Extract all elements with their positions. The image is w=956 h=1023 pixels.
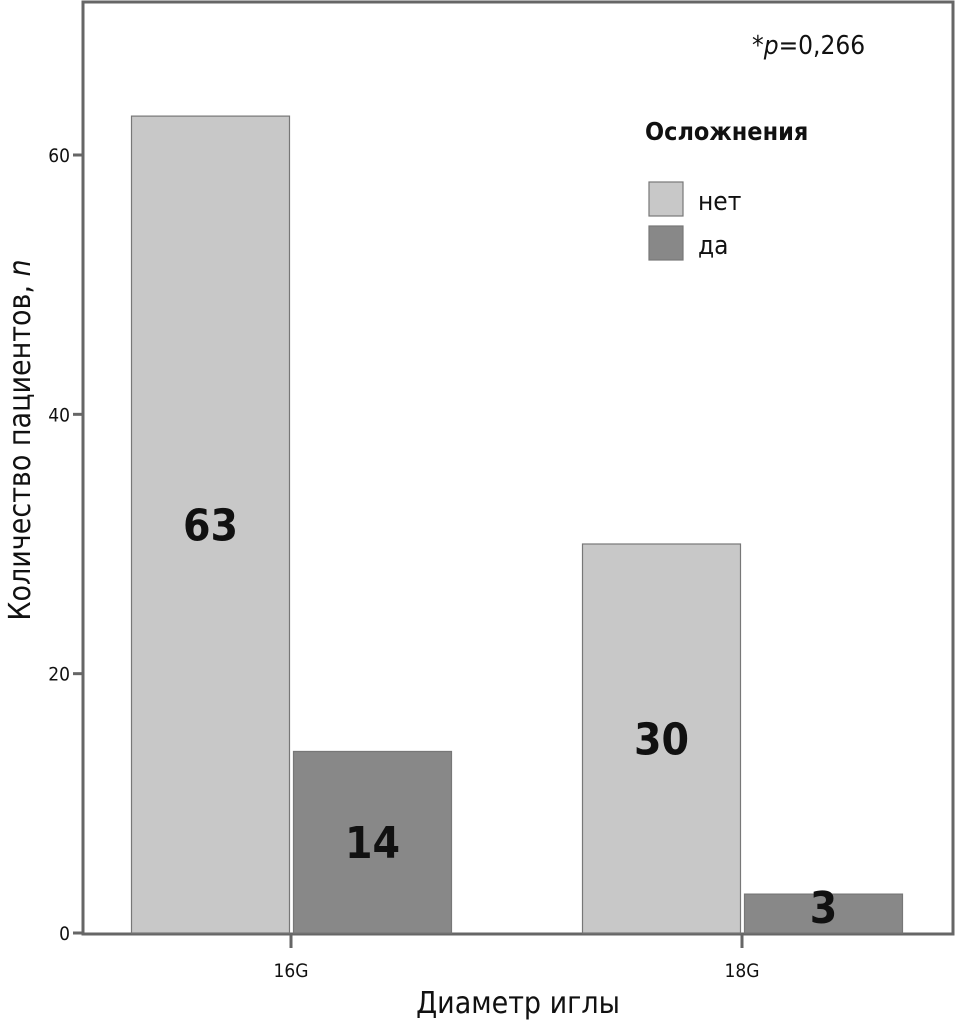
annotation-p-value: *p=0,266 (752, 31, 865, 61)
y-tick-label: 60 (48, 145, 70, 167)
data-label: 63 (183, 501, 238, 552)
x-axis-label: Диаметр иглы (416, 986, 620, 1021)
legend-swatch-нет (648, 181, 684, 217)
legend-swatch-да (648, 225, 684, 261)
data-label: 30 (634, 715, 689, 766)
data-label: 3 (810, 883, 838, 934)
x-tick-label: 16G (274, 960, 309, 982)
bar-16G-да (292, 750, 453, 934)
legend-title: Осложнения (645, 117, 808, 146)
y-axis-label: Количество пациентов, n (3, 259, 38, 620)
bar-18G-нет (581, 543, 742, 934)
legend-label: да (698, 231, 729, 261)
legend-label: нет (698, 187, 741, 217)
y-tick-label: 20 (48, 664, 70, 686)
bar-18G-да (743, 893, 904, 934)
data-label: 14 (345, 818, 400, 869)
y-tick-label: 40 (48, 404, 70, 426)
y-tick-label: 0 (59, 923, 70, 945)
x-tick-label: 18G (725, 960, 760, 982)
bar-16G-нет (130, 115, 291, 934)
legend: Осложнения нет да (645, 117, 808, 261)
